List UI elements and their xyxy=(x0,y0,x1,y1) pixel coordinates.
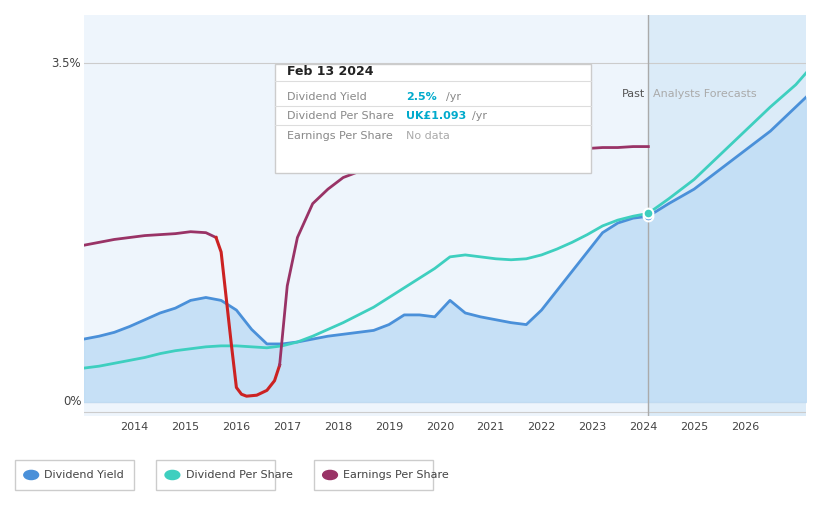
Text: UK£1.093: UK£1.093 xyxy=(406,111,466,121)
Bar xyxy=(649,15,806,417)
Text: Past: Past xyxy=(621,89,644,100)
Text: No data: No data xyxy=(406,131,450,141)
Text: 0%: 0% xyxy=(62,395,81,408)
Text: Dividend Yield: Dividend Yield xyxy=(44,470,124,480)
Text: Earnings Per Share: Earnings Per Share xyxy=(343,470,449,480)
Text: Feb 13 2024: Feb 13 2024 xyxy=(287,65,374,78)
Text: /yr: /yr xyxy=(446,92,461,102)
Text: Dividend Per Share: Dividend Per Share xyxy=(287,111,394,121)
Text: Analysts Forecasts: Analysts Forecasts xyxy=(654,89,757,100)
Text: 3.5%: 3.5% xyxy=(52,57,81,70)
Text: 2.5%: 2.5% xyxy=(406,92,437,102)
Text: Dividend Yield: Dividend Yield xyxy=(287,92,367,102)
Text: Earnings Per Share: Earnings Per Share xyxy=(287,131,393,141)
Text: /yr: /yr xyxy=(472,111,487,121)
Text: Dividend Per Share: Dividend Per Share xyxy=(186,470,292,480)
